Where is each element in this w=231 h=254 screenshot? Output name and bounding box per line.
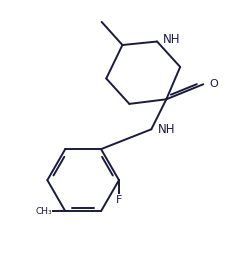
Text: NH: NH [158, 123, 176, 136]
Text: CH₃: CH₃ [35, 207, 52, 216]
Text: NH: NH [163, 33, 181, 46]
Text: F: F [116, 195, 122, 205]
Text: O: O [209, 79, 218, 89]
